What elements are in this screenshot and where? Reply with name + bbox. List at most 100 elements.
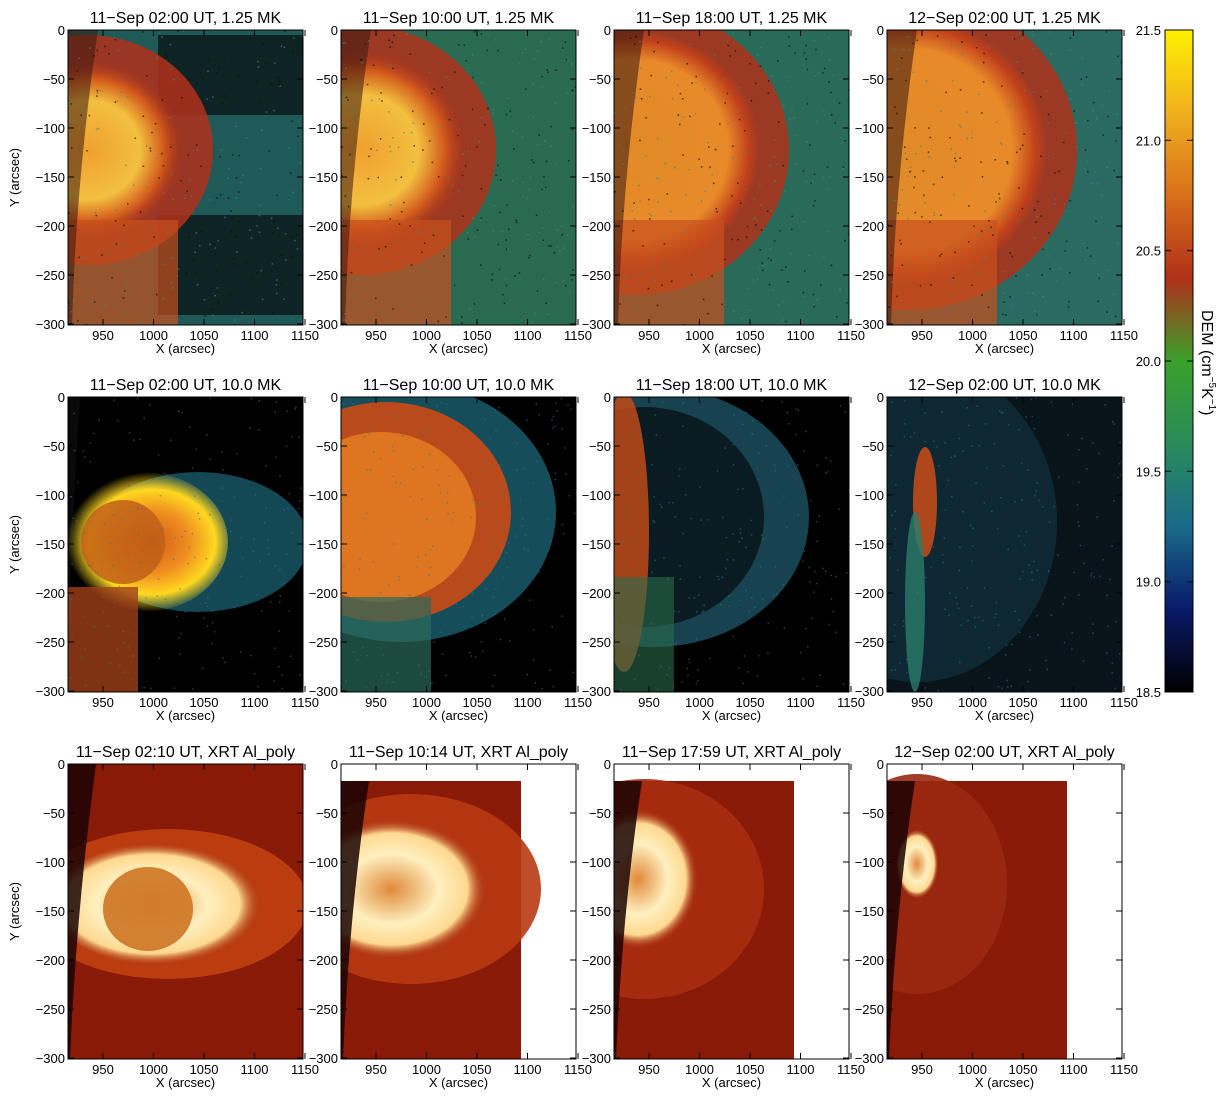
x-tick-label: 1150: [1110, 1062, 1138, 1077]
x-tick-label: 1000: [139, 328, 168, 343]
y-tick-label: −200: [36, 953, 65, 968]
y-tick-label: −200: [582, 953, 611, 968]
y-tick-label: 0: [58, 757, 65, 772]
colorbar-tick-label: 21.5: [1136, 23, 1161, 38]
y-tick-label: −150: [582, 904, 611, 919]
y-tick-label: −150: [582, 170, 611, 185]
panel-image: [887, 764, 1122, 1059]
x-tick-label: 950: [911, 1062, 933, 1077]
x-tick-label: 1100: [1060, 1062, 1088, 1077]
x-axis-label: X (arcsec): [975, 1075, 1034, 1090]
x-axis-label: X (arcsec): [156, 708, 215, 723]
y-tick-label: −100: [36, 855, 65, 870]
y-tick-label: −50: [43, 439, 65, 454]
y-tick-label: 0: [331, 23, 338, 38]
y-tick-label: −50: [862, 806, 884, 821]
panel-image: [614, 397, 849, 692]
y-tick-label: 0: [58, 23, 65, 38]
panel-image: [68, 397, 303, 692]
y-tick-label: 0: [877, 390, 884, 405]
x-tick-label: 950: [365, 1062, 387, 1077]
panel-image: [341, 397, 576, 692]
panel-title: 11−Sep 02:10 UT, XRT Al_poly: [76, 744, 295, 761]
x-tick-label: 1100: [514, 328, 542, 343]
y-tick-label: 0: [877, 757, 884, 772]
y-tick-label: −50: [43, 72, 65, 87]
x-axis-label: X (arcsec): [429, 1075, 488, 1090]
y-tick-label: −50: [862, 72, 884, 87]
x-tick-label: 1100: [514, 695, 542, 710]
y-tick-label: −300: [855, 1051, 884, 1066]
x-tick-label: 1100: [241, 1062, 269, 1077]
y-tick-label: −300: [855, 317, 884, 332]
x-tick-label: 1050: [1009, 695, 1038, 710]
panel-image: [614, 30, 849, 325]
x-tick-label: 1000: [958, 328, 987, 343]
colorbar-tick-label: 19.0: [1136, 575, 1161, 590]
x-tick-label: 950: [911, 328, 933, 343]
x-tick-label: 1150: [837, 1062, 865, 1077]
y-tick-label: −150: [309, 904, 338, 919]
panel-title: 11−Sep 17:59 UT, XRT Al_poly: [622, 744, 841, 761]
y-tick-label: −300: [582, 317, 611, 332]
panel-r2-c3: 11−Sep 18:00 UT, 10.0 MK 950 1000 1050 1100 1…: [582, 377, 865, 723]
colorbar-tick-label: 18.5: [1136, 685, 1161, 700]
y-tick-label: −150: [309, 170, 338, 185]
y-tick-label: −300: [36, 684, 65, 699]
x-tick-label: 1150: [291, 1062, 319, 1077]
y-tick-label: −100: [855, 121, 884, 136]
colorbar-tick-label: 19.5: [1136, 464, 1161, 479]
x-tick-label: 1100: [514, 1062, 542, 1077]
x-tick-label: 1000: [958, 1062, 987, 1077]
x-tick-label: 1000: [412, 1062, 441, 1077]
x-tick-label: 1050: [736, 328, 765, 343]
y-tick-label: −250: [36, 268, 65, 283]
panel-image: [614, 764, 849, 1059]
x-tick-label: 1050: [190, 1062, 219, 1077]
panel-r3-c2: 11−Sep 10:14 UT, XRT Al_poly 950 1000 1050 1…: [309, 744, 592, 1090]
x-axis-label: X (arcsec): [429, 708, 488, 723]
y-tick-label: −250: [855, 268, 884, 283]
panel-title: 11−Sep 18:00 UT, 10.0 MK: [636, 377, 828, 394]
panel-r2-c1: 11−Sep 02:00 UT, 10.0 MK 950 1000 1050 1100 1…: [7, 377, 319, 723]
x-tick-label: 1050: [1009, 328, 1038, 343]
colorbar-tick-label: 20.5: [1136, 244, 1161, 259]
x-tick-label: 1000: [139, 695, 168, 710]
y-tick-label: −300: [36, 317, 65, 332]
x-tick-label: 950: [365, 695, 387, 710]
y-tick-label: −200: [582, 219, 611, 234]
panel-image: [887, 397, 1122, 692]
y-tick-label: −100: [855, 488, 884, 503]
panel-title: 12−Sep 02:00 UT, XRT Al_poly: [894, 744, 1114, 761]
y-tick-label: 0: [877, 23, 884, 38]
y-tick-label: −150: [855, 537, 884, 552]
panel-image: [341, 764, 576, 1059]
panel-r3-c4: 12−Sep 02:00 UT, XRT Al_poly 950 1000 1050 1…: [855, 744, 1138, 1090]
y-tick-label: −100: [309, 488, 338, 503]
x-tick-label: 1050: [1009, 1062, 1038, 1077]
y-tick-label: −100: [582, 488, 611, 503]
y-tick-label: −100: [855, 855, 884, 870]
x-tick-label: 1100: [241, 695, 269, 710]
x-tick-label: 950: [911, 695, 933, 710]
panel-r3-c1: 11−Sep 02:10 UT, XRT Al_poly 950 1000 1050 1…: [7, 744, 319, 1090]
y-tick-label: −250: [582, 1002, 611, 1017]
y-tick-label: −300: [309, 1051, 338, 1066]
y-tick-label: −300: [582, 684, 611, 699]
y-axis-label: Y (arcsec): [7, 515, 22, 574]
y-tick-label: −200: [309, 953, 338, 968]
x-tick-label: 1100: [1060, 695, 1088, 710]
x-tick-label: 1000: [412, 695, 441, 710]
x-tick-label: 1150: [1110, 328, 1138, 343]
y-tick-label: −250: [36, 635, 65, 650]
y-tick-label: −150: [36, 537, 65, 552]
y-tick-label: −100: [582, 121, 611, 136]
x-axis-label: X (arcsec): [429, 341, 488, 356]
y-tick-label: −300: [309, 317, 338, 332]
y-tick-label: 0: [331, 757, 338, 772]
y-tick-label: −250: [855, 635, 884, 650]
x-axis-label: X (arcsec): [975, 341, 1034, 356]
y-tick-label: −50: [589, 439, 611, 454]
x-tick-label: 950: [92, 328, 114, 343]
